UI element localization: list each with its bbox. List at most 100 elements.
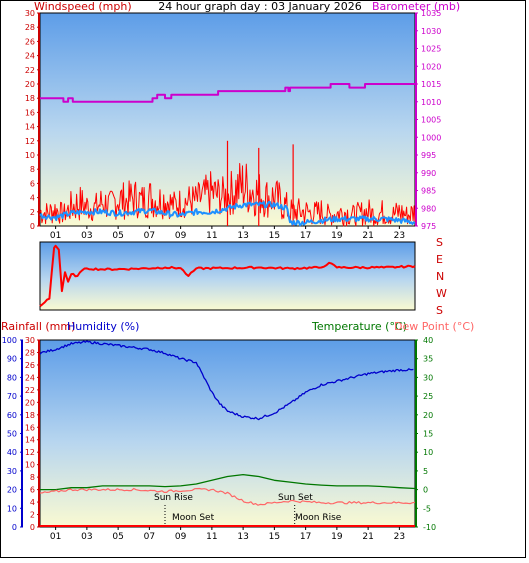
humidity-ytick-label-7: 70	[7, 392, 17, 401]
rain-ytick-label-7: 14	[25, 436, 35, 445]
wind-speed-series	[39, 140, 416, 227]
sun-set-label: Sun Set	[278, 493, 313, 503]
temperature-axis-label: Temperature (°C)	[311, 320, 407, 333]
humidity-ytick-label-1: 10	[7, 504, 17, 513]
baro-ytick-label-0: 975	[421, 222, 436, 231]
rain-ytick-label-1: 2	[30, 511, 35, 520]
direction-label-1: E	[436, 253, 443, 266]
wind-xtick-label-7: 15	[269, 231, 280, 241]
temp-xtick-label-4: 09	[175, 532, 187, 542]
temp-xtick-label-1: 03	[81, 532, 92, 542]
rain-ytick-label-0: 0	[30, 523, 35, 532]
temp-xtick-label-11: 23	[394, 532, 405, 542]
direction-label-4: S	[436, 304, 443, 317]
temp-xtick-label-9: 19	[331, 532, 343, 542]
wind-ytick-label-0: 0	[30, 222, 35, 231]
temp-xtick-label-3: 07	[144, 532, 155, 542]
wind-xtick-label-11: 23	[394, 231, 405, 241]
temp-ytick-label-2: 0	[423, 486, 428, 495]
wind-ytick-label-4: 8	[30, 165, 35, 174]
wind-ytick-label-15: 30	[25, 9, 35, 18]
humidity-ytick-label-6: 60	[7, 411, 17, 420]
wind-ytick-label-6: 12	[25, 137, 35, 146]
baro-ytick-label-1: 980	[421, 204, 436, 213]
rainfall-axis-label: Rainfall (mm)	[1, 320, 75, 333]
rain-ytick-label-14: 28	[25, 348, 35, 357]
temp-xtick-label-10: 21	[362, 532, 373, 542]
temp-xtick-label-5: 11	[206, 532, 217, 542]
wind-xtick-label-8: 17	[300, 231, 311, 241]
rain-ytick-label-5: 10	[25, 461, 35, 470]
wind-ytick-label-1: 2	[30, 208, 35, 217]
humidity-ytick-label-0: 0	[12, 523, 17, 532]
temp-xtick-label-2: 05	[112, 532, 123, 542]
wind-xtick-label-0: 01	[50, 231, 61, 241]
rain-ytick-label-15: 30	[25, 336, 35, 345]
rain-ytick-label-6: 12	[25, 448, 35, 457]
humidity-ytick-label-4: 40	[7, 448, 17, 457]
baro-ytick-label-4: 995	[421, 151, 436, 160]
baro-ytick-label-9: 1020	[421, 62, 441, 71]
wind-ytick-label-5: 10	[25, 151, 35, 160]
temp-ytick-label-7: 25	[423, 392, 433, 401]
wind-xtick-label-5: 11	[206, 231, 217, 241]
windspeed-axis-label: Windspeed (mph)	[34, 0, 132, 13]
wind-ytick-label-14: 28	[25, 23, 35, 32]
temp-plot-area	[39, 339, 416, 528]
wind-ytick-label-10: 20	[25, 80, 35, 89]
temp-xtick-label-7: 15	[269, 532, 280, 542]
rain-ytick-label-3: 6	[30, 486, 35, 495]
direction-label-2: N	[436, 270, 444, 283]
temp-xtick-label-6: 13	[237, 532, 248, 542]
barometer-line	[40, 83, 415, 103]
baro-ytick-label-6: 1005	[421, 116, 441, 125]
humidity-line	[39, 340, 414, 421]
temp-ytick-label-3: 5	[423, 467, 428, 476]
baro-ytick-label-3: 990	[421, 169, 436, 178]
baro-ytick-label-7: 1010	[421, 98, 441, 107]
dewpoint-line	[39, 487, 416, 506]
humidity-ytick-label-10: 100	[2, 336, 17, 345]
wind-ytick-label-3: 6	[30, 179, 35, 188]
wind-xtick-label-4: 09	[175, 231, 187, 241]
rain-ytick-label-8: 16	[25, 423, 35, 432]
wind-ytick-label-12: 24	[25, 52, 35, 61]
moon-rise-label: Moon Rise	[295, 513, 342, 523]
humidity-ytick-label-2: 20	[7, 486, 17, 495]
wind-ytick-label-11: 22	[25, 66, 35, 75]
temp-ytick-label-8: 30	[423, 373, 433, 382]
sun-rise-label: Sun Rise	[154, 493, 193, 503]
temp-ytick-label-6: 20	[423, 411, 433, 420]
dewpoint-axis-label: Dew Point (°C)	[394, 320, 474, 333]
wind-xtick-label-2: 05	[112, 231, 123, 241]
humidity-axis-label: Humidity (%)	[67, 320, 139, 333]
direction-plot-area	[39, 241, 416, 311]
baro-ytick-label-2: 985	[421, 187, 436, 196]
baro-ytick-label-5: 1000	[421, 133, 441, 142]
temp-ytick-label-5: 15	[423, 430, 433, 439]
baro-ytick-label-11: 1030	[421, 27, 441, 36]
wind-barometer-panel: 0246810121416182022242628309759809859909…	[25, 9, 442, 241]
temp-ytick-label-4: 10	[423, 448, 433, 457]
wind-xtick-label-10: 21	[362, 231, 373, 241]
moon-set-label: Moon Set	[172, 513, 215, 523]
wind-xtick-label-1: 03	[81, 231, 92, 241]
graph-title: 24 hour graph day : 03 January 2026	[158, 0, 362, 13]
wind-ytick-label-9: 18	[25, 94, 35, 103]
rain-ytick-label-10: 20	[25, 398, 35, 407]
direction-label-3: W	[436, 287, 447, 300]
temp-xtick-label-0: 01	[50, 532, 61, 542]
rain-ytick-label-2: 4	[30, 498, 35, 507]
wind-ytick-label-8: 16	[25, 108, 35, 117]
direction-label-0: S	[436, 236, 443, 249]
barometer-axis-label: Barometer (mb)	[372, 0, 460, 13]
rain-ytick-label-12: 24	[25, 373, 35, 382]
humidity-ytick-label-3: 30	[7, 467, 17, 476]
rain-ytick-label-13: 26	[25, 361, 35, 370]
temp-xtick-label-8: 17	[300, 532, 311, 542]
wind-xtick-label-6: 13	[237, 231, 248, 241]
wind-ytick-label-7: 14	[25, 123, 35, 132]
wind-direction-line	[39, 244, 416, 307]
